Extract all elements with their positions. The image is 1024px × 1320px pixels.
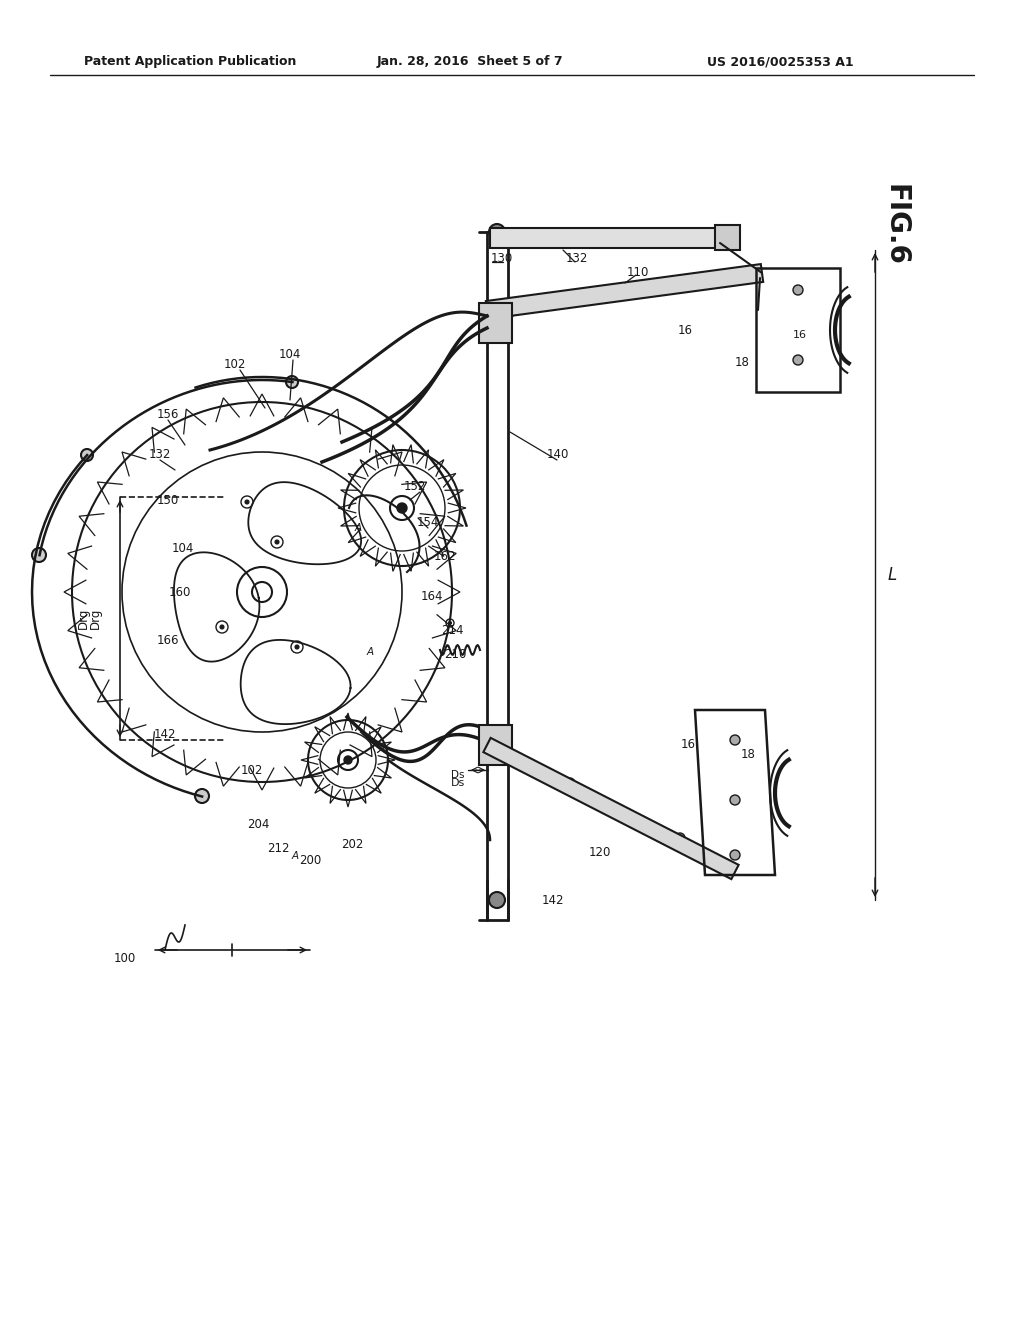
Text: 18: 18 <box>740 748 756 762</box>
Text: 214: 214 <box>440 623 463 636</box>
Circle shape <box>195 789 209 803</box>
Text: 200: 200 <box>299 854 322 866</box>
Text: 102: 102 <box>241 763 263 776</box>
Text: 162: 162 <box>434 550 457 564</box>
Circle shape <box>490 312 500 321</box>
Text: 132: 132 <box>566 252 588 264</box>
Polygon shape <box>479 725 512 766</box>
Text: 132: 132 <box>148 449 171 462</box>
Circle shape <box>32 548 46 562</box>
Text: 156: 156 <box>157 408 179 421</box>
Text: 142: 142 <box>154 729 176 742</box>
Text: 110: 110 <box>627 265 649 279</box>
Text: 160: 160 <box>169 586 191 599</box>
Circle shape <box>490 733 500 742</box>
Circle shape <box>793 285 803 294</box>
Circle shape <box>730 850 740 861</box>
Text: 104: 104 <box>172 541 195 554</box>
Circle shape <box>505 234 515 243</box>
Circle shape <box>730 795 740 805</box>
Circle shape <box>245 500 249 504</box>
Text: Drg: Drg <box>77 607 89 628</box>
Circle shape <box>505 308 515 317</box>
Text: US 2016/0025353 A1: US 2016/0025353 A1 <box>707 55 853 69</box>
Text: 164: 164 <box>421 590 443 603</box>
Text: 130: 130 <box>490 252 513 264</box>
Circle shape <box>675 833 685 843</box>
Circle shape <box>344 756 352 764</box>
Circle shape <box>81 449 93 461</box>
Text: 140: 140 <box>547 449 569 462</box>
Text: 120: 120 <box>589 846 611 858</box>
Text: 102: 102 <box>224 359 246 371</box>
Polygon shape <box>490 228 722 248</box>
Text: Patent Application Publication: Patent Application Publication <box>84 55 296 69</box>
Text: Ds: Ds <box>452 770 465 780</box>
Circle shape <box>220 624 224 630</box>
Circle shape <box>449 622 452 624</box>
Circle shape <box>695 234 705 243</box>
Text: 210: 210 <box>443 648 466 661</box>
Circle shape <box>397 503 407 513</box>
Circle shape <box>730 735 740 744</box>
Circle shape <box>565 777 575 788</box>
Polygon shape <box>715 224 740 249</box>
Circle shape <box>489 892 505 908</box>
Polygon shape <box>483 738 738 879</box>
Text: Ds: Ds <box>451 777 465 788</box>
Text: L: L <box>888 566 897 583</box>
Circle shape <box>490 327 500 337</box>
Text: 18: 18 <box>734 355 750 368</box>
Text: 104: 104 <box>279 348 301 362</box>
Text: A: A <box>367 647 374 657</box>
Text: 16: 16 <box>681 738 695 751</box>
Polygon shape <box>479 304 512 343</box>
Text: 202: 202 <box>341 838 364 851</box>
Text: 142: 142 <box>542 894 564 907</box>
Text: 204: 204 <box>247 818 269 832</box>
Text: FIG.6: FIG.6 <box>881 183 909 265</box>
Text: Drg: Drg <box>88 607 101 628</box>
Circle shape <box>745 273 755 282</box>
Circle shape <box>286 376 298 388</box>
Text: Jan. 28, 2016  Sheet 5 of 7: Jan. 28, 2016 Sheet 5 of 7 <box>377 55 563 69</box>
Text: 152: 152 <box>403 479 426 492</box>
Circle shape <box>275 540 279 544</box>
Text: 16: 16 <box>793 330 807 341</box>
Polygon shape <box>485 264 763 319</box>
Circle shape <box>722 232 732 242</box>
Text: A: A <box>292 851 299 861</box>
Text: 166: 166 <box>157 634 179 647</box>
Text: 100: 100 <box>114 952 136 965</box>
Text: 16: 16 <box>678 323 692 337</box>
Circle shape <box>295 645 299 649</box>
Circle shape <box>793 355 803 366</box>
Circle shape <box>489 224 505 240</box>
Text: 154: 154 <box>417 516 439 528</box>
Circle shape <box>490 748 500 758</box>
Text: 212: 212 <box>266 842 289 854</box>
Text: A: A <box>354 523 361 533</box>
Circle shape <box>615 290 625 300</box>
Text: 150: 150 <box>157 494 179 507</box>
